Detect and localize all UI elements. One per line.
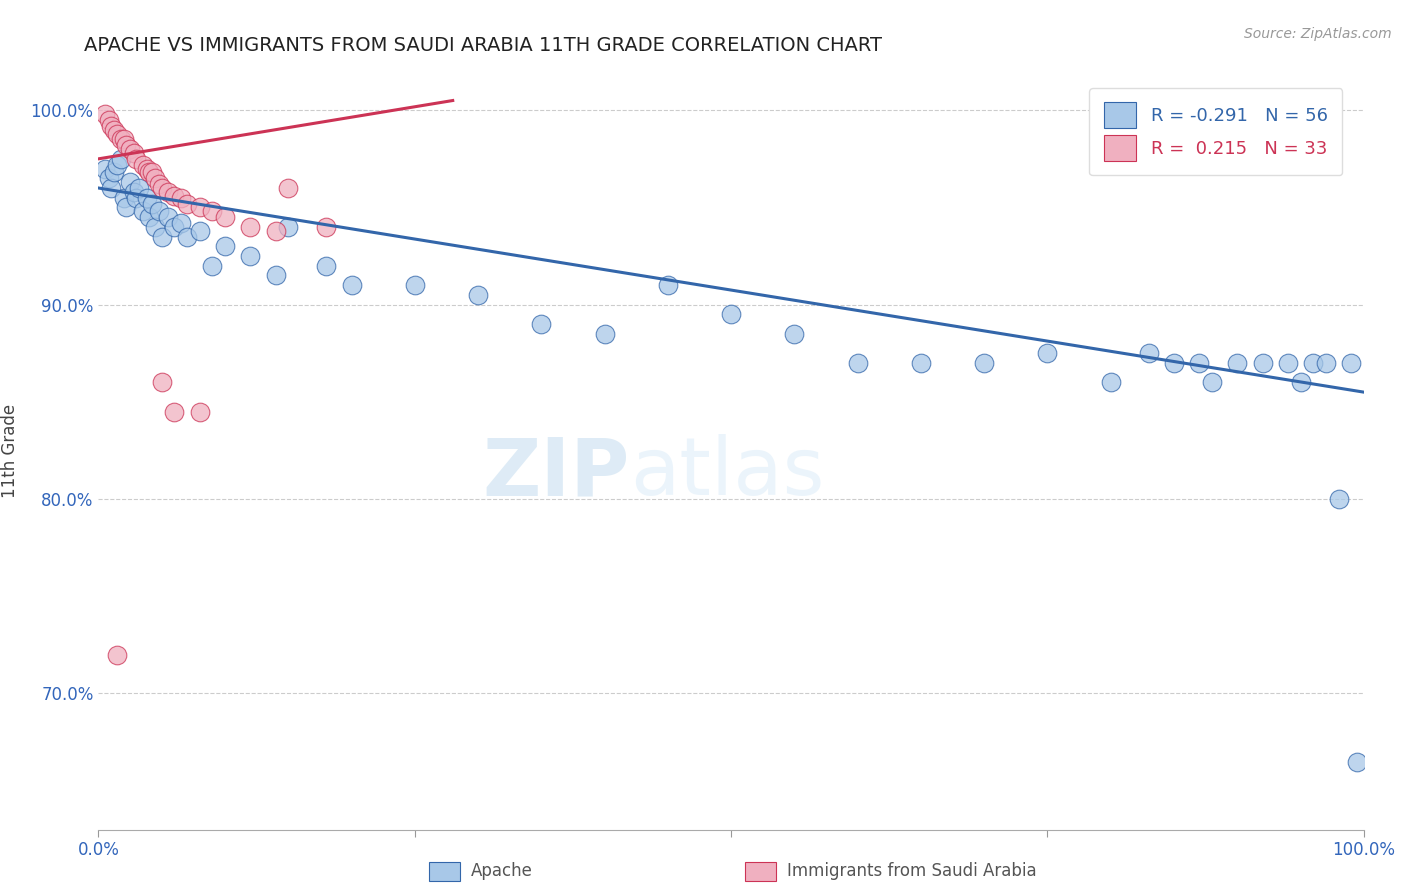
Point <box>145 219 166 234</box>
Point <box>1251 356 1274 370</box>
Point <box>176 229 198 244</box>
Point <box>128 181 150 195</box>
Point <box>157 185 180 199</box>
Point <box>188 404 211 418</box>
Point <box>1277 356 1299 370</box>
Point <box>163 219 186 234</box>
Point <box>1036 346 1059 360</box>
Point <box>103 122 125 136</box>
Point <box>1340 356 1362 370</box>
Point <box>100 119 122 133</box>
Point <box>201 204 224 219</box>
Point <box>1163 356 1185 370</box>
Point <box>138 210 160 224</box>
Point <box>277 219 299 234</box>
Point <box>112 132 135 146</box>
Point <box>93 107 117 121</box>
Point <box>115 201 138 215</box>
Point <box>93 161 117 176</box>
Point <box>720 307 742 321</box>
Text: ZIP: ZIP <box>482 434 630 512</box>
Text: Source: ZipAtlas.com: Source: ZipAtlas.com <box>1244 27 1392 41</box>
Text: Immigrants from Saudi Arabia: Immigrants from Saudi Arabia <box>787 863 1038 880</box>
Point <box>783 326 806 341</box>
Text: APACHE VS IMMIGRANTS FROM SAUDI ARABIA 11TH GRADE CORRELATION CHART: APACHE VS IMMIGRANTS FROM SAUDI ARABIA 1… <box>84 36 883 54</box>
Legend: R = -0.291   N = 56, R =  0.215   N = 33: R = -0.291 N = 56, R = 0.215 N = 33 <box>1090 88 1343 175</box>
Point <box>315 259 337 273</box>
Point <box>110 132 132 146</box>
Point <box>107 127 129 141</box>
Point <box>125 191 148 205</box>
Y-axis label: 11th Grade: 11th Grade <box>1 403 20 498</box>
Point <box>122 146 145 161</box>
Point <box>157 210 180 224</box>
Point <box>1137 346 1160 360</box>
Point <box>125 152 148 166</box>
Point <box>188 201 211 215</box>
Point <box>120 142 141 156</box>
Point <box>97 112 120 127</box>
Point <box>846 356 869 370</box>
Point <box>141 196 163 211</box>
Point <box>1289 376 1312 390</box>
Point <box>169 191 191 205</box>
Point <box>148 204 170 219</box>
Point <box>239 219 262 234</box>
Point <box>530 317 553 331</box>
Point <box>467 288 489 302</box>
Point <box>107 648 129 662</box>
Point <box>150 181 173 195</box>
Point <box>340 278 363 293</box>
Point <box>1201 376 1223 390</box>
Point <box>277 181 299 195</box>
Point <box>214 239 236 253</box>
Point <box>214 210 236 224</box>
Point <box>103 165 125 179</box>
Point <box>135 191 157 205</box>
Point <box>150 376 173 390</box>
Point <box>163 188 186 202</box>
Point <box>264 268 287 283</box>
Point <box>239 249 262 263</box>
Point <box>593 326 616 341</box>
Text: Apache: Apache <box>471 863 533 880</box>
Point <box>148 177 170 191</box>
Point <box>1099 376 1122 390</box>
Point <box>132 204 155 219</box>
Point <box>910 356 932 370</box>
Point <box>112 191 135 205</box>
Point <box>201 259 224 273</box>
Text: atlas: atlas <box>630 434 824 512</box>
Point <box>122 185 145 199</box>
Point <box>120 175 141 189</box>
Point <box>115 138 138 153</box>
Point <box>1347 755 1369 769</box>
Point <box>1226 356 1249 370</box>
Point <box>169 216 191 230</box>
Point <box>176 196 198 211</box>
Point <box>404 278 426 293</box>
Point <box>315 219 337 234</box>
Point <box>1327 491 1350 506</box>
Point <box>163 404 186 418</box>
Point <box>110 152 132 166</box>
Point <box>135 161 157 176</box>
Point <box>1302 356 1324 370</box>
Point <box>657 278 679 293</box>
Point <box>145 171 166 186</box>
Point <box>141 165 163 179</box>
Point <box>973 356 995 370</box>
Point <box>1188 356 1211 370</box>
Point <box>132 158 155 172</box>
Point <box>264 224 287 238</box>
Point <box>1315 356 1337 370</box>
Point <box>107 158 129 172</box>
Point <box>138 165 160 179</box>
Point <box>150 229 173 244</box>
Point <box>100 181 122 195</box>
Point <box>188 224 211 238</box>
Point <box>97 171 120 186</box>
